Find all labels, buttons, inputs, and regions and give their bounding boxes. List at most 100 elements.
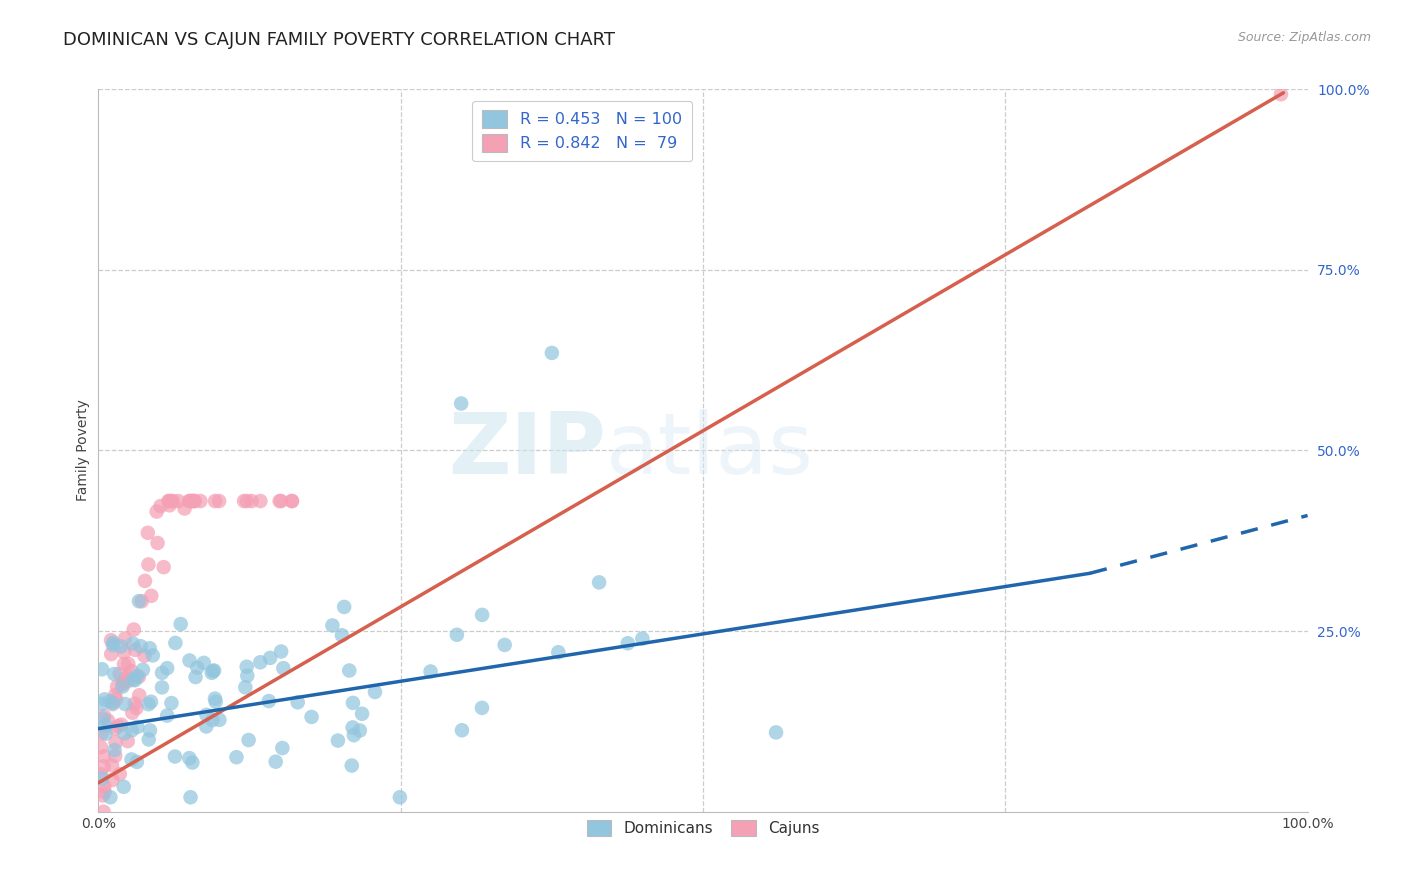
Point	[134, 574, 156, 588]
Point	[112, 726, 135, 740]
Point	[183, 494, 205, 508]
Point	[287, 695, 309, 709]
Point	[333, 599, 356, 614]
Point	[93, 759, 115, 773]
Point	[101, 772, 124, 787]
Point	[204, 494, 226, 508]
Point	[121, 664, 143, 678]
Point	[388, 790, 411, 805]
Point	[122, 623, 145, 637]
Point	[190, 494, 212, 508]
Point	[149, 499, 172, 513]
Point	[93, 780, 115, 794]
Point	[150, 665, 173, 680]
Point	[112, 645, 135, 659]
Point	[342, 696, 364, 710]
Point	[114, 632, 136, 646]
Point	[91, 711, 114, 725]
Point	[127, 720, 149, 734]
Point	[186, 660, 208, 674]
Point	[273, 661, 295, 675]
Point	[271, 741, 294, 756]
Point	[110, 717, 132, 731]
Point	[131, 594, 153, 608]
Point	[138, 732, 160, 747]
Point	[94, 719, 117, 733]
Point	[101, 696, 124, 710]
Point	[471, 607, 494, 622]
Point	[114, 697, 136, 711]
Point	[122, 673, 145, 687]
Point	[117, 734, 139, 748]
Point	[124, 697, 146, 711]
Point	[110, 640, 132, 654]
Point	[202, 664, 225, 678]
Point	[128, 670, 150, 684]
Point	[162, 494, 184, 508]
Point	[127, 669, 149, 683]
Point	[125, 755, 148, 769]
Point	[270, 494, 292, 508]
Point	[235, 659, 257, 673]
Point	[202, 664, 225, 678]
Point	[93, 692, 115, 706]
Point	[204, 695, 226, 709]
Point	[540, 346, 562, 360]
Point	[173, 501, 195, 516]
Point	[588, 575, 610, 590]
Point	[343, 728, 366, 742]
Point	[471, 701, 494, 715]
Point	[105, 692, 128, 706]
Point	[184, 670, 207, 684]
Point	[146, 536, 169, 550]
Point	[156, 708, 179, 723]
Point	[270, 644, 292, 658]
Point	[160, 696, 183, 710]
Point	[103, 635, 125, 649]
Point	[145, 504, 167, 518]
Point	[180, 790, 202, 805]
Point	[193, 656, 215, 670]
Point	[184, 494, 207, 508]
Point	[93, 805, 115, 819]
Text: Source: ZipAtlas.com: Source: ZipAtlas.com	[1237, 31, 1371, 45]
Point	[156, 661, 179, 675]
Point	[104, 743, 127, 757]
Point	[93, 709, 115, 723]
Point	[301, 710, 323, 724]
Point	[238, 733, 260, 747]
Point	[364, 685, 387, 699]
Point	[105, 680, 128, 694]
Legend: Dominicans, Cajuns: Dominicans, Cajuns	[579, 812, 827, 844]
Point	[121, 752, 143, 766]
Point	[233, 494, 256, 508]
Point	[101, 638, 124, 652]
Point	[494, 638, 516, 652]
Point	[337, 664, 360, 678]
Point	[112, 675, 135, 690]
Point	[257, 694, 280, 708]
Point	[136, 525, 159, 540]
Point	[450, 396, 472, 410]
Point	[208, 494, 231, 508]
Point	[111, 677, 134, 691]
Point	[124, 673, 146, 688]
Point	[112, 657, 135, 672]
Point	[249, 494, 271, 508]
Point	[134, 648, 156, 663]
Point	[179, 494, 201, 508]
Point	[121, 723, 143, 738]
Point	[107, 719, 129, 733]
Point	[139, 723, 162, 738]
Point	[104, 748, 127, 763]
Point	[108, 666, 131, 681]
Point	[321, 618, 343, 632]
Point	[281, 494, 304, 508]
Point	[342, 721, 364, 735]
Point	[114, 671, 136, 685]
Point	[1270, 87, 1292, 102]
Point	[128, 594, 150, 608]
Point	[179, 653, 201, 667]
Point	[240, 494, 263, 508]
Point	[446, 628, 468, 642]
